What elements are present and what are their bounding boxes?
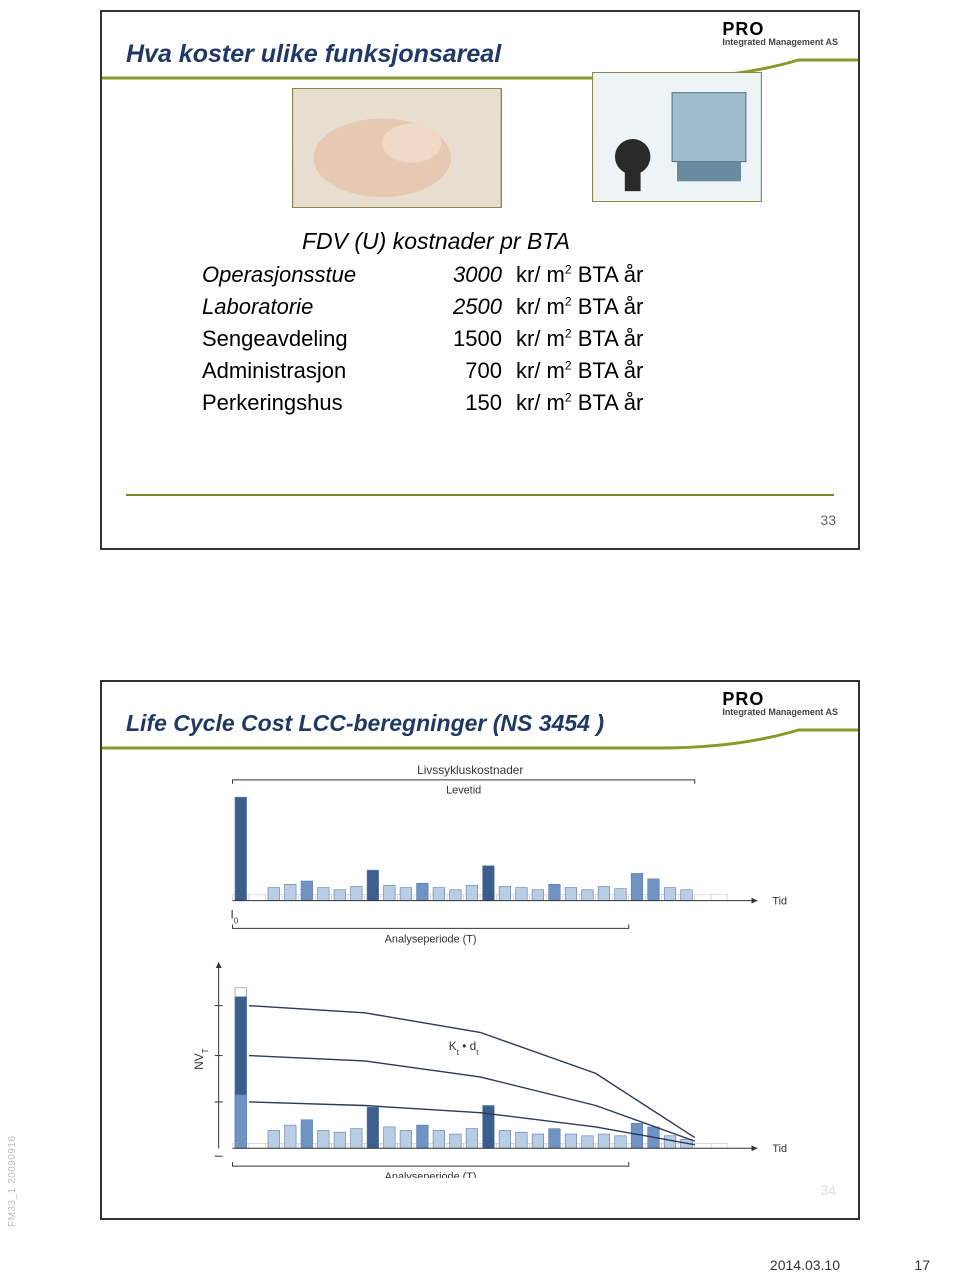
logo-brand: PRO bbox=[722, 690, 838, 708]
footer-page: 17 bbox=[914, 1257, 930, 1273]
cost-row: Sengeavdeling1500 kr/ m2 BTA år bbox=[202, 326, 643, 358]
svg-text:Kt • dt: Kt • dt bbox=[449, 1039, 479, 1057]
cost-value: 2500 bbox=[422, 294, 502, 320]
svg-text:Analyseperiode (T): Analyseperiode (T) bbox=[385, 1171, 477, 1178]
logo-brand: PRO bbox=[722, 20, 838, 38]
cost-table: Operasjonsstue3000kr/ m2 BTA årLaborator… bbox=[202, 262, 643, 422]
cost-label: Sengeavdeling bbox=[202, 326, 422, 352]
divider-line bbox=[126, 494, 834, 496]
svg-text:NVT: NVT bbox=[192, 1048, 209, 1070]
cost-value: 3000 bbox=[422, 262, 502, 288]
cost-label: Operasjonsstue bbox=[202, 262, 422, 288]
slide2-title: Life Cycle Cost LCC-beregninger (NS 3454… bbox=[126, 710, 604, 737]
lcc-chart: Livssykluskostnader Levetid Tid I0 Analysepe… bbox=[192, 762, 798, 1178]
logo-subtitle: Integrated Management AS bbox=[722, 38, 838, 47]
cost-value: 700 bbox=[422, 358, 502, 384]
slide1-subtitle: FDV (U) kostnader pr BTA bbox=[302, 228, 570, 255]
cost-label: Administrasjon bbox=[202, 358, 422, 384]
slide1-number: 33 bbox=[820, 512, 836, 528]
slide-2: PRO Integrated Management AS Life Cycle … bbox=[100, 680, 860, 1220]
svg-text:Tid: Tid bbox=[772, 1143, 787, 1155]
svg-text:Levetid: Levetid bbox=[446, 785, 481, 797]
logo: PRO Integrated Management AS bbox=[722, 20, 838, 47]
slide1-title: Hva koster ulike funksjonsareal bbox=[126, 40, 501, 69]
slide-1: PRO Integrated Management AS Hva koster … bbox=[100, 10, 860, 550]
cost-unit: kr/ m2 BTA år bbox=[516, 358, 643, 384]
svg-text:Livssykluskostnader: Livssykluskostnader bbox=[417, 763, 523, 777]
cost-row: Perkeringshus150 kr/ m2 BTA år bbox=[202, 390, 643, 422]
photo-lab-equipment bbox=[592, 72, 762, 202]
footer-code: FM33_1 20090916 bbox=[7, 1136, 18, 1227]
slide2-number: 34 bbox=[820, 1182, 836, 1198]
cost-value: 150 bbox=[422, 390, 502, 416]
cost-row: Operasjonsstue3000 kr/ m2 BTA år bbox=[202, 262, 643, 294]
footer-date: 2014.03.10 bbox=[770, 1257, 840, 1273]
svg-text:Tid: Tid bbox=[772, 896, 787, 908]
cost-unit: kr/ m2 BTA år bbox=[516, 326, 643, 352]
cost-row: Administrasjon700 kr/ m2 BTA år bbox=[202, 358, 643, 390]
cost-unit: kr/ m2 BTA år bbox=[516, 390, 643, 416]
cost-label: Laboratorie bbox=[202, 294, 422, 320]
cost-unit: kr/ m2 BTA år bbox=[516, 294, 643, 320]
cost-row: Laboratorie2500 kr/ m2 BTA år bbox=[202, 294, 643, 326]
logo: PRO Integrated Management AS bbox=[722, 690, 838, 717]
cost-value: 1500 bbox=[422, 326, 502, 352]
photo-baby-hand bbox=[292, 88, 502, 208]
logo-subtitle: Integrated Management AS bbox=[722, 708, 838, 717]
svg-text:Analyseperiode (T): Analyseperiode (T) bbox=[385, 933, 477, 945]
svg-text:I0: I0 bbox=[231, 907, 239, 925]
cost-unit: kr/ m2 BTA år bbox=[516, 262, 643, 288]
cost-label: Perkeringshus bbox=[202, 390, 422, 416]
